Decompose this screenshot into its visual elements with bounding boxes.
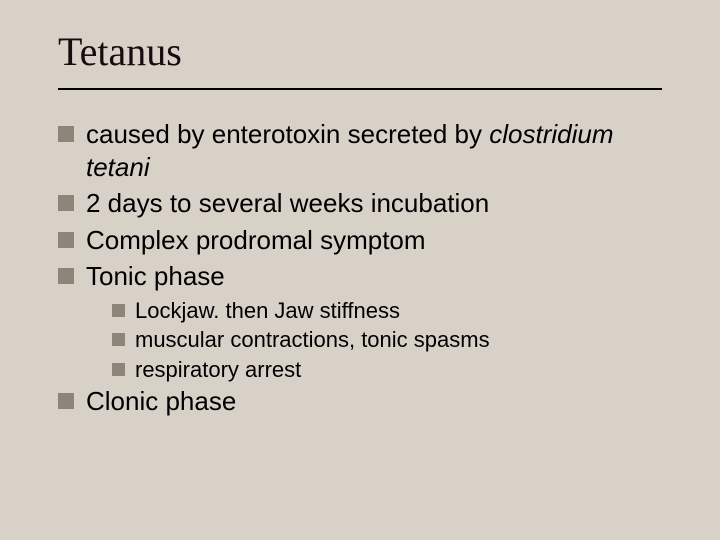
text-run: caused by enterotoxin secreted by (86, 119, 489, 149)
list-item-text: Clonic phase (86, 385, 236, 418)
square-bullet-icon (112, 333, 125, 346)
list-subitem-text: respiratory arrest (135, 356, 301, 384)
list-item: Clonic phase (58, 385, 668, 418)
list-subitem-text: muscular contractions, tonic spasms (135, 326, 490, 354)
list-subitem: muscular contractions, tonic spasms (112, 326, 668, 354)
list-item-text: 2 days to several weeks incubation (86, 187, 489, 220)
square-bullet-icon (58, 268, 74, 284)
square-bullet-icon (58, 126, 74, 142)
list-item: Tonic phase (58, 260, 668, 293)
list-subitem-text: Lockjaw. then Jaw stiffness (135, 297, 400, 325)
slide-title: Tetanus (58, 28, 182, 75)
square-bullet-icon (112, 304, 125, 317)
square-bullet-icon (58, 232, 74, 248)
slide: Tetanus caused by enterotoxin secreted b… (0, 0, 720, 540)
list-item: 2 days to several weeks incubation (58, 187, 668, 220)
list-item-text: Tonic phase (86, 260, 225, 293)
square-bullet-icon (58, 393, 74, 409)
list-item: caused by enterotoxin secreted by clostr… (58, 118, 668, 183)
square-bullet-icon (112, 363, 125, 376)
slide-body: caused by enterotoxin secreted by clostr… (58, 118, 668, 422)
list-item: Complex prodromal symptom (58, 224, 668, 257)
list-subitem: respiratory arrest (112, 356, 668, 384)
title-underline (58, 88, 662, 90)
square-bullet-icon (58, 195, 74, 211)
list-subitem: Lockjaw. then Jaw stiffness (112, 297, 668, 325)
list-item-text: caused by enterotoxin secreted by clostr… (86, 118, 668, 183)
list-item-text: Complex prodromal symptom (86, 224, 426, 257)
